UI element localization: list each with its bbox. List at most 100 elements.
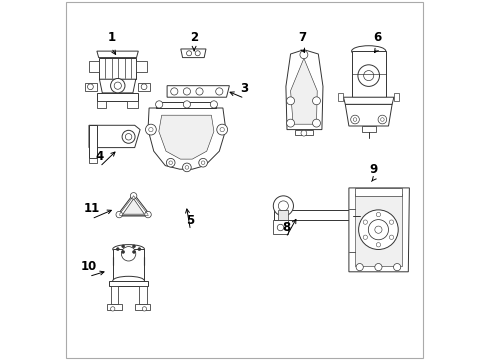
Circle shape [358, 210, 397, 249]
Circle shape [357, 65, 379, 86]
Circle shape [141, 84, 146, 90]
Polygon shape [156, 102, 216, 108]
Polygon shape [135, 304, 150, 310]
Polygon shape [122, 199, 144, 214]
Polygon shape [139, 286, 146, 304]
Polygon shape [89, 125, 140, 148]
Circle shape [114, 82, 121, 89]
Polygon shape [89, 61, 99, 72]
Polygon shape [108, 281, 148, 286]
Circle shape [377, 115, 386, 124]
Circle shape [110, 78, 125, 93]
Polygon shape [393, 93, 399, 101]
Circle shape [393, 264, 400, 271]
Text: 4: 4 [96, 150, 103, 163]
Polygon shape [348, 188, 408, 272]
Polygon shape [361, 126, 375, 132]
Polygon shape [273, 210, 352, 220]
Circle shape [273, 196, 293, 216]
Circle shape [363, 71, 373, 81]
Circle shape [122, 130, 135, 143]
Circle shape [196, 88, 203, 95]
Polygon shape [99, 58, 136, 79]
Ellipse shape [113, 245, 144, 253]
Text: 8: 8 [281, 221, 289, 234]
Circle shape [312, 119, 320, 127]
Text: 3: 3 [240, 82, 248, 95]
Polygon shape [110, 286, 118, 304]
Circle shape [155, 101, 163, 108]
Circle shape [186, 51, 191, 56]
Polygon shape [355, 188, 401, 196]
Circle shape [122, 251, 124, 253]
Polygon shape [85, 83, 97, 91]
Circle shape [299, 51, 307, 59]
Text: 7: 7 [297, 31, 305, 44]
Circle shape [363, 235, 367, 239]
Circle shape [116, 211, 122, 218]
Ellipse shape [113, 276, 144, 285]
Bar [351, 51, 385, 97]
Circle shape [286, 119, 294, 127]
Circle shape [168, 161, 172, 165]
Circle shape [215, 88, 223, 95]
Polygon shape [343, 97, 393, 104]
Circle shape [144, 211, 151, 218]
Polygon shape [97, 93, 138, 101]
Circle shape [148, 127, 153, 132]
Circle shape [121, 247, 136, 261]
Circle shape [277, 224, 283, 231]
Polygon shape [138, 83, 149, 91]
Polygon shape [345, 104, 391, 126]
Circle shape [142, 307, 146, 311]
Circle shape [375, 212, 380, 217]
Circle shape [216, 124, 227, 135]
Circle shape [185, 166, 188, 169]
Text: 9: 9 [368, 163, 377, 176]
Polygon shape [159, 115, 213, 159]
Circle shape [374, 226, 381, 233]
Polygon shape [273, 220, 287, 234]
Text: 6: 6 [373, 31, 381, 44]
Text: 5: 5 [186, 214, 194, 227]
Circle shape [301, 130, 306, 136]
Circle shape [278, 201, 288, 211]
Polygon shape [285, 50, 322, 130]
Polygon shape [167, 86, 229, 97]
Polygon shape [117, 194, 151, 216]
Circle shape [355, 264, 363, 271]
Circle shape [286, 97, 294, 105]
Circle shape [110, 307, 115, 311]
Polygon shape [136, 61, 146, 72]
Polygon shape [355, 194, 401, 266]
Circle shape [183, 101, 190, 108]
Circle shape [87, 84, 93, 90]
Polygon shape [148, 108, 225, 169]
Ellipse shape [351, 46, 385, 57]
Polygon shape [127, 101, 138, 108]
Circle shape [367, 220, 387, 240]
Circle shape [374, 264, 381, 271]
Circle shape [170, 88, 178, 95]
Circle shape [130, 193, 137, 199]
Text: 11: 11 [83, 202, 100, 215]
Polygon shape [181, 49, 205, 58]
Polygon shape [290, 58, 317, 124]
Circle shape [363, 220, 367, 224]
Circle shape [116, 248, 119, 251]
Polygon shape [337, 93, 343, 101]
Circle shape [138, 248, 141, 251]
Circle shape [183, 88, 190, 95]
Circle shape [199, 158, 207, 167]
Text: 2: 2 [190, 31, 198, 44]
Polygon shape [97, 101, 106, 108]
Bar [113, 249, 144, 281]
Circle shape [132, 245, 135, 248]
Circle shape [182, 163, 191, 172]
Polygon shape [277, 210, 288, 220]
Polygon shape [89, 125, 97, 158]
Polygon shape [294, 130, 312, 135]
Circle shape [122, 245, 124, 248]
Circle shape [145, 124, 156, 135]
Polygon shape [97, 51, 138, 58]
